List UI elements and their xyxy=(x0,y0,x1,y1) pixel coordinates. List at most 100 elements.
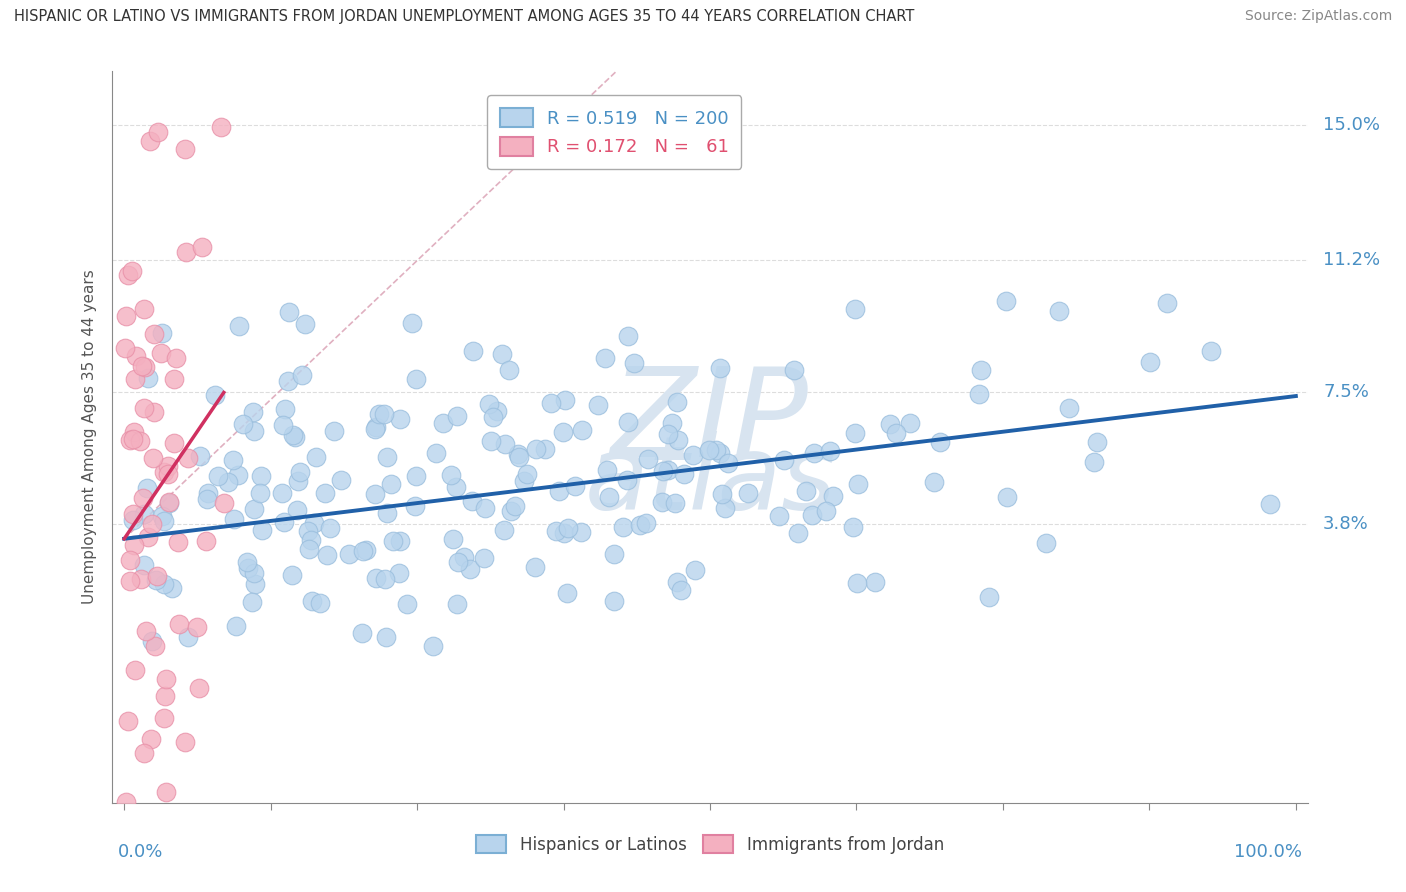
Point xyxy=(1139,355,1161,369)
Point xyxy=(204,387,226,401)
Point xyxy=(174,735,197,749)
Text: atlas: atlas xyxy=(585,431,835,531)
Point xyxy=(969,387,991,401)
Point xyxy=(844,426,866,441)
Point xyxy=(176,630,198,644)
Point xyxy=(250,468,273,483)
Point xyxy=(375,450,398,464)
Point xyxy=(544,524,567,539)
Point xyxy=(236,555,259,569)
Point xyxy=(278,305,301,319)
Point xyxy=(191,240,214,254)
Point xyxy=(422,639,444,653)
Point xyxy=(150,508,173,523)
Text: ZIP: ZIP xyxy=(612,362,808,483)
Point xyxy=(135,624,157,639)
Point xyxy=(364,571,387,585)
Point xyxy=(1258,497,1281,511)
Point xyxy=(444,479,467,493)
Point xyxy=(366,420,388,434)
Legend: Hispanics or Latinos, Immigrants from Jordan: Hispanics or Latinos, Immigrants from Jo… xyxy=(470,829,950,860)
Point xyxy=(886,426,908,441)
Text: HISPANIC OR LATINO VS IMMIGRANTS FROM JORDAN UNEMPLOYMENT AMONG AGES 35 TO 44 YE: HISPANIC OR LATINO VS IMMIGRANTS FROM JO… xyxy=(14,9,914,24)
Point xyxy=(494,436,516,450)
Point xyxy=(188,449,211,463)
Point xyxy=(141,516,163,531)
Point xyxy=(124,663,146,677)
Point xyxy=(628,517,651,532)
Point xyxy=(513,474,536,488)
Point xyxy=(657,463,679,477)
Point xyxy=(143,405,166,419)
Point xyxy=(243,424,266,438)
Text: 7.5%: 7.5% xyxy=(1323,384,1369,401)
Point xyxy=(709,360,731,375)
Text: Source: ZipAtlas.com: Source: ZipAtlas.com xyxy=(1244,9,1392,23)
Point xyxy=(174,244,197,259)
Point xyxy=(143,639,166,653)
Point xyxy=(240,595,263,609)
Point xyxy=(472,550,495,565)
Point xyxy=(401,316,423,330)
Point xyxy=(453,549,475,564)
Point xyxy=(114,341,136,355)
Point xyxy=(352,544,374,558)
Point xyxy=(657,426,679,441)
Point xyxy=(404,500,426,514)
Point xyxy=(142,450,165,465)
Point xyxy=(139,731,162,746)
Point xyxy=(595,463,617,477)
Point xyxy=(494,523,516,537)
Point xyxy=(447,555,470,569)
Point xyxy=(682,448,704,462)
Point xyxy=(160,581,183,595)
Point xyxy=(928,435,950,450)
Point xyxy=(672,467,695,482)
Point xyxy=(458,562,481,576)
Point xyxy=(1085,435,1108,450)
Point xyxy=(405,372,427,386)
Point xyxy=(534,442,557,456)
Point xyxy=(612,520,634,534)
Point xyxy=(714,500,737,515)
Point xyxy=(1035,536,1057,550)
Point xyxy=(794,483,817,498)
Point xyxy=(225,618,247,632)
Point xyxy=(683,563,706,577)
Point xyxy=(149,346,172,360)
Point xyxy=(157,494,180,508)
Point xyxy=(709,446,731,460)
Point xyxy=(271,417,294,432)
Point xyxy=(122,513,145,527)
Point xyxy=(977,590,1000,604)
Point xyxy=(405,469,427,483)
Point xyxy=(177,451,200,466)
Point xyxy=(145,573,167,587)
Point xyxy=(186,620,208,634)
Point xyxy=(197,485,219,500)
Point xyxy=(314,486,336,500)
Point xyxy=(446,597,468,611)
Point xyxy=(315,548,337,562)
Point xyxy=(136,530,159,544)
Point xyxy=(508,450,530,464)
Point xyxy=(294,317,316,331)
Point xyxy=(474,500,496,515)
Point xyxy=(516,467,538,482)
Point xyxy=(243,566,266,580)
Point xyxy=(595,351,617,366)
Point xyxy=(118,553,141,567)
Point xyxy=(617,329,640,343)
Point xyxy=(222,453,245,467)
Point xyxy=(571,423,593,437)
Point xyxy=(152,577,174,591)
Point xyxy=(288,465,311,479)
Point xyxy=(134,360,156,375)
Point xyxy=(132,558,155,572)
Point xyxy=(924,475,946,489)
Point xyxy=(195,491,218,506)
Text: 100.0%: 100.0% xyxy=(1233,843,1302,861)
Point xyxy=(737,486,759,500)
Point xyxy=(786,526,808,541)
Point xyxy=(616,473,638,487)
